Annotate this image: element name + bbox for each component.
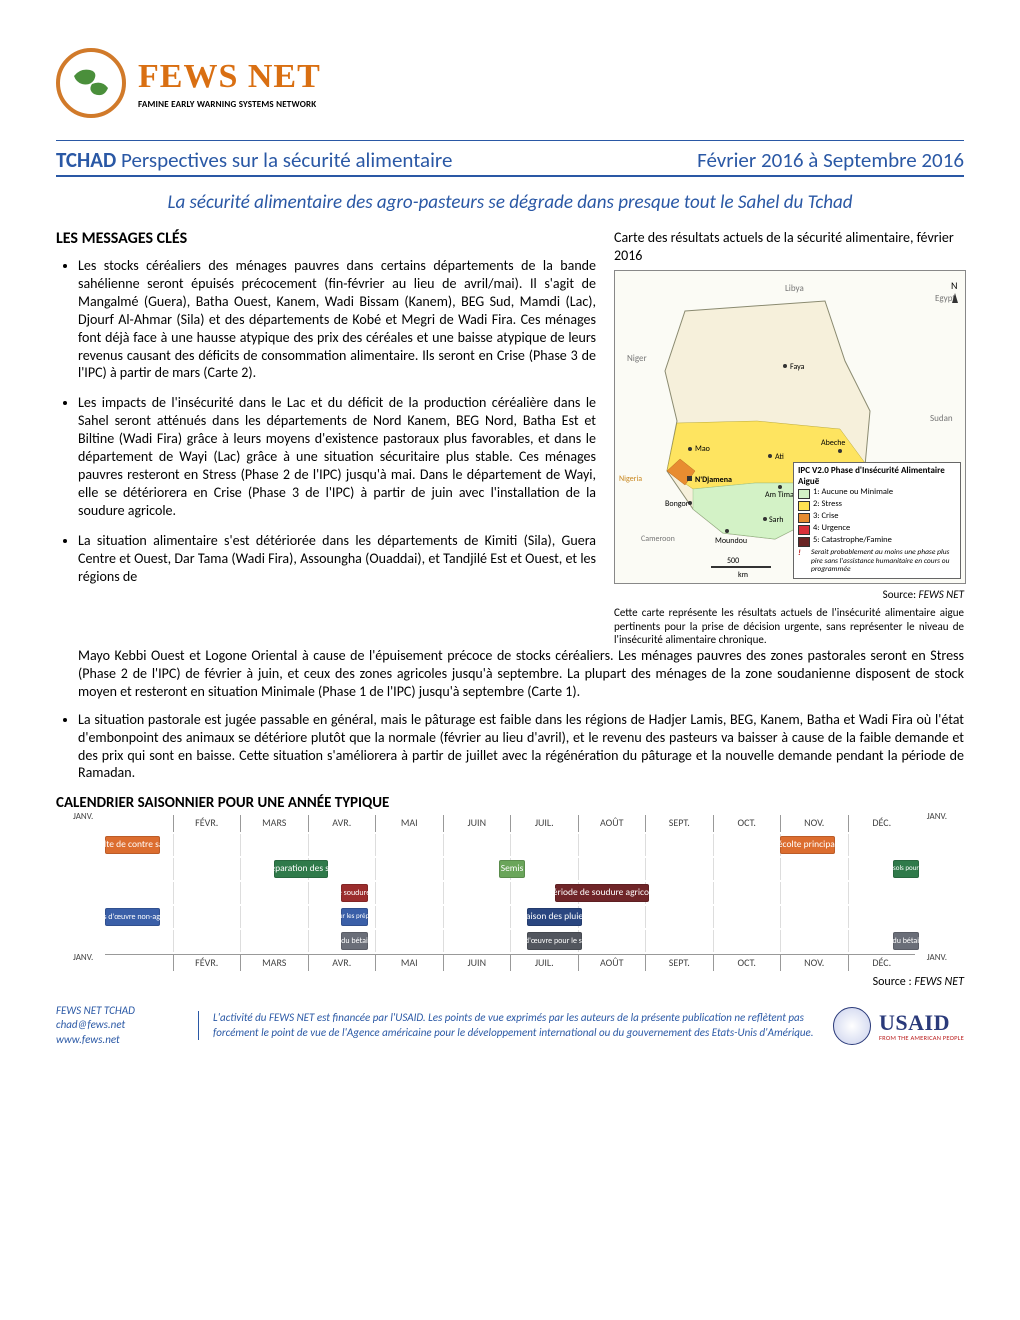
svg-text:Ati: Ati xyxy=(775,452,784,462)
country: TCHAD xyxy=(56,147,116,173)
cal-edge-label: JANV. xyxy=(927,811,947,822)
map-figure: Libya Egypt Niger Sudan Nigeria Cameroon… xyxy=(614,270,966,584)
logo-header: FEWS NET FAMINE EARLY WARNING SYSTEMS NE… xyxy=(56,48,964,118)
map-note: Cette carte représente les résultats act… xyxy=(614,606,964,647)
cal-edge-label: JANV. xyxy=(927,952,947,963)
doc-period: Février 2016 à Septembre 2016 xyxy=(697,147,964,173)
key-message-item: Les impacts de l'insécurité dans le Lac … xyxy=(78,394,596,519)
legend-footnote: ! Serait probablement au moins une phase… xyxy=(798,549,956,575)
map-legend: IPC V2.0 Phase d'Insécurité Alimentaire … xyxy=(793,462,961,579)
cal-axis-top: FÉVR.MARSAVR.MAIJUINJUIL.AOÛTSEPT.OCT.NO… xyxy=(105,815,915,832)
svg-text:Sarh: Sarh xyxy=(769,515,784,525)
logo-main: FEWS NET xyxy=(138,56,321,99)
usaid-tagline: FROM THE AMERICAN PEOPLE xyxy=(879,1034,964,1042)
usaid-seal-icon xyxy=(833,1007,871,1045)
legend-item: 5: Catastrophe/Famine xyxy=(798,536,956,547)
svg-text:Moundou: Moundou xyxy=(715,536,747,546)
svg-text:Bongor: Bongor xyxy=(665,499,689,509)
key-messages-heading: LES MESSAGES CLÉS xyxy=(56,229,596,249)
svg-text:Cameroon: Cameroon xyxy=(641,534,675,544)
map-caption: Carte des résultats actuels de la sécuri… xyxy=(614,229,964,264)
legend-item: 3: Crise xyxy=(798,512,956,523)
footer-disclaimer: L'activité du FEWS NET est financée par … xyxy=(198,1011,821,1040)
legend-title: IPC V2.0 Phase d'Insécurité Alimentaire … xyxy=(798,466,956,487)
legend-item: 4: Urgence xyxy=(798,524,956,535)
legend-swatch xyxy=(798,537,810,547)
svg-text:Abeche: Abeche xyxy=(821,438,845,448)
map-source: Source: FEWS NET xyxy=(614,588,964,602)
svg-text:500: 500 xyxy=(727,556,739,566)
calendar-heading: CALENDRIER SAISONNIER POUR UNE ANNÉE TYP… xyxy=(56,794,964,813)
svg-text:km: km xyxy=(738,570,748,580)
key-messages-list-full: La situation pastorale est jugée passabl… xyxy=(56,711,964,783)
legend-swatch xyxy=(798,513,810,523)
footer: FEWS NET TCHAD chad@fews.net www.fews.ne… xyxy=(56,1004,964,1047)
rule-top-thin xyxy=(56,140,964,141)
svg-text:N'Djamena: N'Djamena xyxy=(695,475,732,485)
svg-text:Niger: Niger xyxy=(627,353,647,364)
svg-text:Faya: Faya xyxy=(790,362,805,372)
cal-edge-label: JANV. xyxy=(73,952,93,963)
logo-text: FEWS NET FAMINE EARLY WARNING SYSTEMS NE… xyxy=(138,56,321,110)
footer-logos: USAID FROM THE AMERICAN PEOPLE xyxy=(833,1007,964,1045)
key-messages-list: Les stocks céréaliers des ménages pauvre… xyxy=(56,257,596,585)
legend-swatch xyxy=(798,501,810,511)
svg-text:Mao: Mao xyxy=(695,444,710,454)
title-bar: TCHAD Perspectives sur la sécurité alime… xyxy=(56,147,964,173)
key-message-item: La situation alimentaire s'est détérioré… xyxy=(78,532,596,586)
legend-item: 1: Aucune ou Minimale xyxy=(798,488,956,499)
cal-axis-bottom: FÉVR.MARSAVR.MAIJUINJUIL.AOÛTSEPT.OCT.NO… xyxy=(105,954,915,972)
subtitle: La sécurité alimentaire des agro-pasteur… xyxy=(56,191,964,215)
svg-text:N: N xyxy=(951,279,957,292)
col-left: LES MESSAGES CLÉS Les stocks céréaliers … xyxy=(56,229,596,647)
usaid-logo: USAID xyxy=(879,1009,964,1037)
key-messages-continuation: Mayo Kebbi Ouest et Logone Oriental à ca… xyxy=(78,647,964,701)
svg-text:Libya: Libya xyxy=(785,283,804,294)
main-columns: LES MESSAGES CLÉS Les stocks céréaliers … xyxy=(56,229,964,647)
logo-sub: FAMINE EARLY WARNING SYSTEMS NETWORK xyxy=(138,99,321,110)
seasonal-calendar: JANV. JANV. FÉVR.MARSAVR.MAIJUINJUIL.AOÛ… xyxy=(105,815,915,971)
legend-swatch xyxy=(798,525,810,535)
legend-item: 2: Stress xyxy=(798,500,956,511)
footer-url[interactable]: www.fews.net xyxy=(56,1033,120,1046)
legend-swatch xyxy=(798,489,810,499)
svg-text:Sudan: Sudan xyxy=(930,413,953,424)
cal-edge-label: JANV. xyxy=(73,811,93,822)
logo-globe-icon xyxy=(56,48,126,118)
key-message-item: La situation pastorale est jugée passabl… xyxy=(78,711,964,783)
col-right: Carte des résultats actuels de la sécuri… xyxy=(614,229,964,647)
footer-left: FEWS NET TCHAD chad@fews.net www.fews.ne… xyxy=(56,1004,186,1047)
svg-text:Nigeria: Nigeria xyxy=(619,474,642,484)
key-message-item: Les stocks céréaliers des ménages pauvre… xyxy=(78,257,596,382)
rule-bottom-medium xyxy=(56,175,964,177)
doc-title: Perspectives sur la sécurité alimentaire xyxy=(121,147,452,173)
calendar-source: Source : FEWS NET xyxy=(56,975,964,990)
